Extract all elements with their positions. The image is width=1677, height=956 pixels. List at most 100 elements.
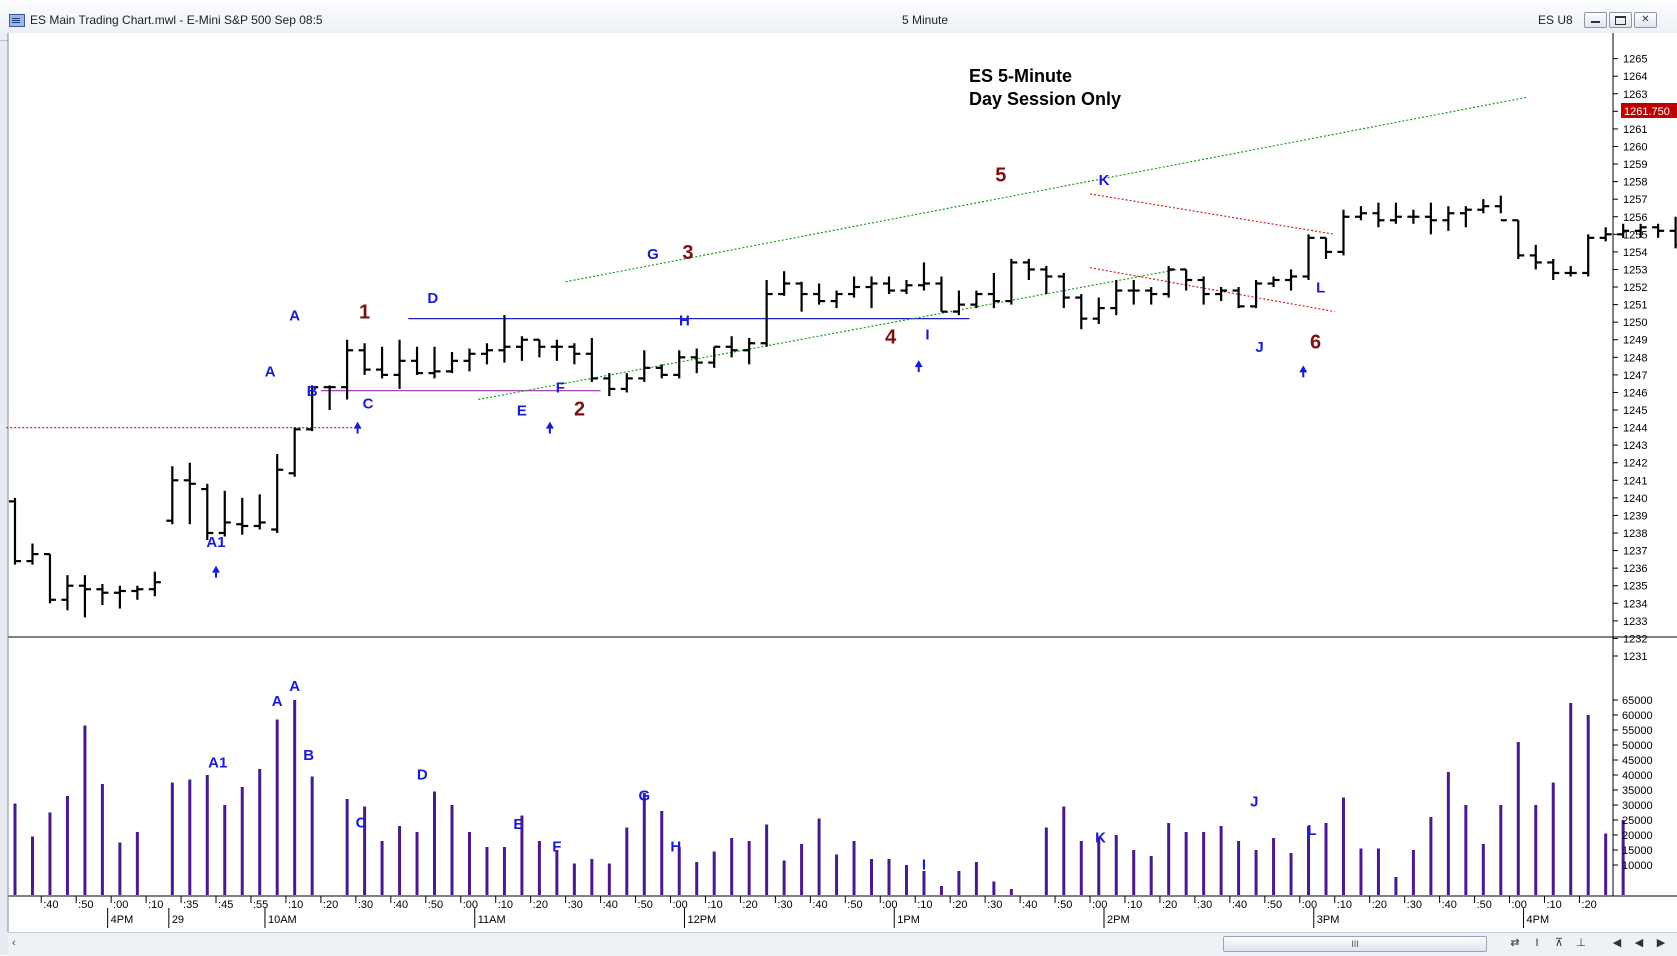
- maximize-button[interactable]: [1609, 12, 1632, 28]
- volume-bar-91: [1604, 833, 1608, 895]
- chart-subtitle: Day Session Only: [969, 89, 1121, 109]
- volume-bar-61: [1079, 841, 1083, 895]
- time-major-label-6: 2PM: [1107, 914, 1130, 926]
- ann-A1-price: A1: [206, 534, 225, 551]
- horizontal-scrollbar[interactable]: ‹ III ⇄ I ⊼ ⊥ ◀ ◀ ▶: [8, 932, 1677, 956]
- price-bar-68: [1197, 276, 1210, 305]
- price-bar-9: [166, 466, 179, 525]
- time-tick-label-43: :10: [1547, 899, 1562, 911]
- volume-bar-45: [800, 844, 804, 895]
- compress-icon[interactable]: ⊥: [1576, 937, 1586, 949]
- scroll-forward-icon[interactable]: ◀: [1634, 937, 1644, 949]
- price-tick-label-1255: 1255: [1623, 229, 1647, 241]
- time-major-label-3: 11AM: [478, 914, 506, 926]
- price-tick-label-1253: 1253: [1623, 264, 1647, 276]
- volume-bar-14: [258, 769, 262, 895]
- volume-bar-4: [83, 725, 87, 895]
- arrow-A1: [212, 565, 221, 578]
- volume-tick-label-40000: 40000: [1622, 770, 1653, 782]
- time-major-label-1: 29: [172, 914, 184, 926]
- price-bar-81: [1424, 202, 1437, 235]
- last-price-marker: 1261.750: [1621, 103, 1677, 118]
- price-bar-70: [1232, 287, 1245, 309]
- volume-bar-29: [520, 815, 524, 895]
- cursor-icon[interactable]: I: [1535, 937, 1539, 949]
- price-bar-22: [393, 339, 406, 389]
- green-channel-upper: [565, 96, 1528, 283]
- last-price-box: [1621, 103, 1677, 118]
- price-bar-65: [1145, 287, 1158, 305]
- time-major-label-4: 12PM: [687, 914, 716, 926]
- volume-tick-label-20000: 20000: [1622, 830, 1653, 842]
- volume-tick-label-65000: 65000: [1622, 695, 1653, 707]
- time-tick-label-35: :50: [1267, 899, 1282, 911]
- volume-bar-49: [870, 859, 874, 895]
- ann-B: B: [307, 383, 318, 400]
- ann-C: C: [363, 395, 374, 412]
- volume-bar-51: [904, 865, 908, 895]
- volume-bar-77: [1359, 848, 1363, 895]
- volume-bar-36: [642, 793, 646, 895]
- price-bar-56: [987, 272, 1000, 309]
- price-pane[interactable]: [8, 33, 1613, 636]
- volume-bar-42: [747, 841, 751, 895]
- price-bar-87: [1529, 244, 1542, 270]
- time-tick-label-15: :30: [568, 899, 583, 911]
- price-bar-76: [1337, 209, 1350, 256]
- price-bars: [9, 195, 1677, 618]
- close-button[interactable]: [1634, 12, 1657, 28]
- price-axis-area[interactable]: [1613, 33, 1677, 896]
- price-tick-label-1235: 1235: [1623, 581, 1647, 593]
- scroll-left-icon[interactable]: ‹: [12, 937, 16, 949]
- volume-bar-50: [887, 859, 891, 895]
- price-tick-label-1258: 1258: [1623, 177, 1647, 189]
- volume-bar-15: [275, 719, 279, 895]
- volume-bar-26: [467, 832, 471, 895]
- price-bar-26: [463, 348, 476, 372]
- price-tick-label-1260: 1260: [1623, 141, 1647, 153]
- arrow-6: [1299, 365, 1308, 378]
- price-bar-67: [1180, 268, 1193, 291]
- volume-bar-16: [293, 700, 297, 895]
- scroll-back-icon[interactable]: ◀: [1612, 937, 1622, 949]
- price-tick-label-1240: 1240: [1623, 493, 1647, 505]
- price-bar-48: [848, 276, 861, 298]
- price-tick-label-1256: 1256: [1623, 212, 1647, 224]
- scroll-thumb[interactable]: III: [1223, 936, 1487, 952]
- price-tick-label-1257: 1257: [1623, 194, 1647, 206]
- volume-bar-65: [1149, 856, 1153, 895]
- time-axis: :40:50:00:10:35:45:55:10:20:30:40:50:00:…: [40, 896, 1597, 928]
- autoscale-icon[interactable]: ⇄: [1510, 937, 1520, 949]
- volume-pane[interactable]: [8, 638, 1613, 896]
- volume-bar-63: [1114, 835, 1118, 895]
- price-bar-90: [1582, 234, 1595, 277]
- time-tick-label-12: :00: [463, 899, 478, 911]
- price-tick-label-1244: 1244: [1623, 423, 1647, 435]
- price-bar-71: [1250, 280, 1263, 309]
- price-bar-43: [760, 280, 773, 347]
- price-tick-label-1252: 1252: [1623, 282, 1647, 294]
- price-bar-47: [830, 290, 843, 309]
- price-tick-label-1265: 1265: [1623, 54, 1647, 66]
- minimize-button[interactable]: [1584, 12, 1607, 28]
- volume-bar-25: [450, 805, 454, 895]
- time-tick-label-36: :00: [1302, 899, 1317, 911]
- price-bar-36: [638, 350, 651, 382]
- scroll-end-icon[interactable]: ▶: [1656, 937, 1666, 949]
- price-tick-label-1246: 1246: [1623, 387, 1647, 399]
- volume-bar-22: [398, 826, 402, 895]
- chart-app-icon[interactable]: [9, 14, 25, 27]
- zoom-icon[interactable]: ⊼: [1554, 937, 1564, 949]
- vol-J: J: [1250, 794, 1258, 811]
- price-tick-label-1264: 1264: [1623, 71, 1647, 83]
- chart-symbol: ES U8: [1538, 13, 1573, 27]
- volume-bar-21: [380, 841, 384, 895]
- ann-E: E: [517, 402, 527, 419]
- price-volume-chart[interactable]: 1231123212331234123512361237123812391240…: [0, 0, 1677, 932]
- volume-tick-label-60000: 60000: [1622, 710, 1653, 722]
- arrow-I: [914, 360, 923, 373]
- price-bar-32: [568, 343, 581, 365]
- price-bar-0: [9, 497, 21, 565]
- price-bar-63: [1110, 280, 1123, 316]
- price-bar-40: [708, 345, 721, 368]
